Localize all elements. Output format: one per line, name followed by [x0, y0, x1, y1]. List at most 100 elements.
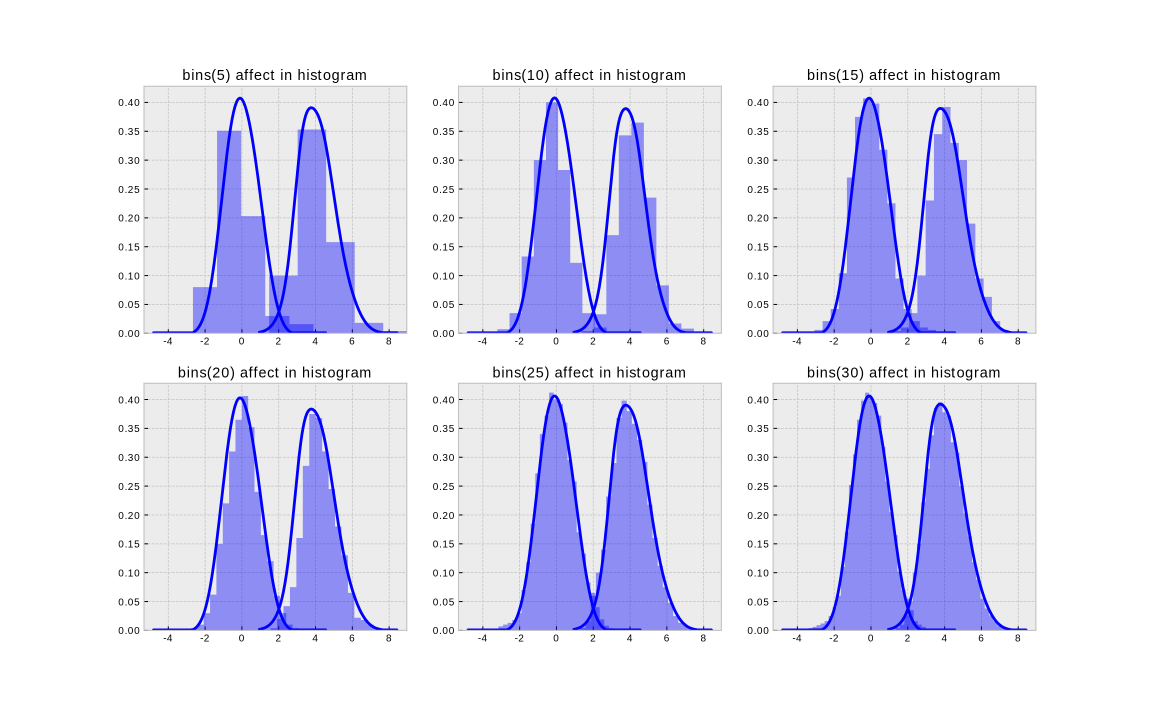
svg-text:6: 6 — [978, 633, 984, 644]
svg-text:0.40: 0.40 — [433, 395, 455, 406]
svg-text:0.15: 0.15 — [747, 243, 769, 254]
svg-text:0.00: 0.00 — [747, 329, 769, 340]
svg-text:0.35: 0.35 — [433, 127, 455, 138]
svg-text:0.30: 0.30 — [118, 453, 140, 464]
svg-text:0.25: 0.25 — [747, 185, 769, 196]
svg-text:0.30: 0.30 — [118, 156, 140, 167]
svg-text:0.25: 0.25 — [433, 482, 455, 493]
svg-text:0.40: 0.40 — [747, 98, 769, 109]
svg-text:-2: -2 — [200, 633, 210, 644]
svg-text:0.35: 0.35 — [118, 127, 140, 138]
svg-text:0: 0 — [868, 336, 874, 347]
svg-text:0.40: 0.40 — [118, 395, 140, 406]
svg-text:0.20: 0.20 — [433, 511, 455, 522]
svg-text:-4: -4 — [478, 336, 488, 347]
svg-text:8: 8 — [1015, 336, 1021, 347]
svg-text:0.40: 0.40 — [433, 98, 455, 109]
svg-text:bins(10) affect in histogram: bins(10) affect in histogram — [492, 68, 685, 84]
svg-text:0.35: 0.35 — [747, 424, 769, 435]
svg-text:0.05: 0.05 — [433, 597, 455, 608]
svg-text:0.20: 0.20 — [118, 214, 140, 225]
svg-text:0.10: 0.10 — [747, 568, 769, 579]
svg-text:0.00: 0.00 — [118, 626, 140, 637]
svg-text:-4: -4 — [792, 633, 802, 644]
svg-text:0.35: 0.35 — [118, 424, 140, 435]
svg-text:-4: -4 — [478, 633, 488, 644]
svg-text:-2: -2 — [829, 633, 839, 644]
svg-text:bins(30) affect in histogram: bins(30) affect in histogram — [807, 365, 1000, 381]
svg-text:-4: -4 — [163, 336, 173, 347]
svg-text:0: 0 — [553, 633, 559, 644]
svg-text:4: 4 — [312, 336, 318, 347]
svg-text:6: 6 — [349, 336, 355, 347]
svg-text:-2: -2 — [515, 336, 525, 347]
svg-text:bins(15) affect in histogram: bins(15) affect in histogram — [807, 68, 1000, 84]
svg-text:0.20: 0.20 — [747, 214, 769, 225]
svg-text:0.25: 0.25 — [747, 482, 769, 493]
svg-text:4: 4 — [627, 633, 633, 644]
svg-text:0.00: 0.00 — [433, 626, 455, 637]
svg-text:0.20: 0.20 — [433, 214, 455, 225]
svg-text:6: 6 — [664, 633, 670, 644]
svg-text:0.40: 0.40 — [118, 98, 140, 109]
svg-text:0.25: 0.25 — [118, 482, 140, 493]
svg-text:0.10: 0.10 — [433, 568, 455, 579]
svg-text:0.15: 0.15 — [118, 540, 140, 551]
svg-text:0.30: 0.30 — [747, 453, 769, 464]
svg-text:bins(25) affect in histogram: bins(25) affect in histogram — [492, 365, 685, 381]
svg-text:8: 8 — [701, 336, 707, 347]
svg-text:0.35: 0.35 — [747, 127, 769, 138]
svg-text:0: 0 — [239, 336, 245, 347]
svg-text:0.15: 0.15 — [433, 540, 455, 551]
svg-text:0.05: 0.05 — [747, 597, 769, 608]
svg-text:0.00: 0.00 — [118, 329, 140, 340]
svg-text:0.00: 0.00 — [433, 329, 455, 340]
svg-text:0.25: 0.25 — [433, 185, 455, 196]
svg-text:0.20: 0.20 — [118, 511, 140, 522]
svg-text:0.40: 0.40 — [747, 395, 769, 406]
svg-text:0.05: 0.05 — [433, 300, 455, 311]
svg-text:4: 4 — [941, 633, 947, 644]
svg-text:4: 4 — [941, 336, 947, 347]
svg-text:0: 0 — [239, 633, 245, 644]
svg-text:2: 2 — [905, 336, 911, 347]
svg-text:0.30: 0.30 — [433, 156, 455, 167]
svg-text:-2: -2 — [515, 633, 525, 644]
svg-text:2: 2 — [276, 336, 282, 347]
svg-text:4: 4 — [312, 633, 318, 644]
svg-text:2: 2 — [905, 633, 911, 644]
svg-text:0.35: 0.35 — [433, 424, 455, 435]
svg-text:-2: -2 — [829, 336, 839, 347]
svg-text:bins(20) affect in histogram: bins(20) affect in histogram — [178, 365, 371, 381]
svg-text:0.20: 0.20 — [747, 511, 769, 522]
svg-text:6: 6 — [978, 336, 984, 347]
svg-text:-2: -2 — [200, 336, 210, 347]
svg-text:0.30: 0.30 — [747, 156, 769, 167]
svg-text:6: 6 — [349, 633, 355, 644]
svg-text:8: 8 — [701, 633, 707, 644]
svg-text:0.30: 0.30 — [433, 453, 455, 464]
svg-text:0.05: 0.05 — [118, 597, 140, 608]
svg-text:0.05: 0.05 — [118, 300, 140, 311]
svg-text:0: 0 — [868, 633, 874, 644]
svg-text:0.15: 0.15 — [747, 540, 769, 551]
svg-text:2: 2 — [276, 633, 282, 644]
svg-text:0.10: 0.10 — [118, 568, 140, 579]
svg-text:8: 8 — [386, 633, 392, 644]
svg-text:0.05: 0.05 — [747, 300, 769, 311]
svg-text:4: 4 — [627, 336, 633, 347]
svg-text:0.10: 0.10 — [433, 271, 455, 282]
svg-text:-4: -4 — [163, 633, 173, 644]
svg-text:2: 2 — [590, 633, 596, 644]
svg-text:0.25: 0.25 — [118, 185, 140, 196]
svg-text:2: 2 — [590, 336, 596, 347]
svg-text:0.10: 0.10 — [118, 271, 140, 282]
svg-text:8: 8 — [1015, 633, 1021, 644]
svg-text:6: 6 — [664, 336, 670, 347]
svg-text:-4: -4 — [792, 336, 802, 347]
svg-text:8: 8 — [386, 336, 392, 347]
svg-text:0.15: 0.15 — [433, 243, 455, 254]
svg-text:0.15: 0.15 — [118, 243, 140, 254]
svg-text:0: 0 — [553, 336, 559, 347]
svg-text:0.10: 0.10 — [747, 271, 769, 282]
